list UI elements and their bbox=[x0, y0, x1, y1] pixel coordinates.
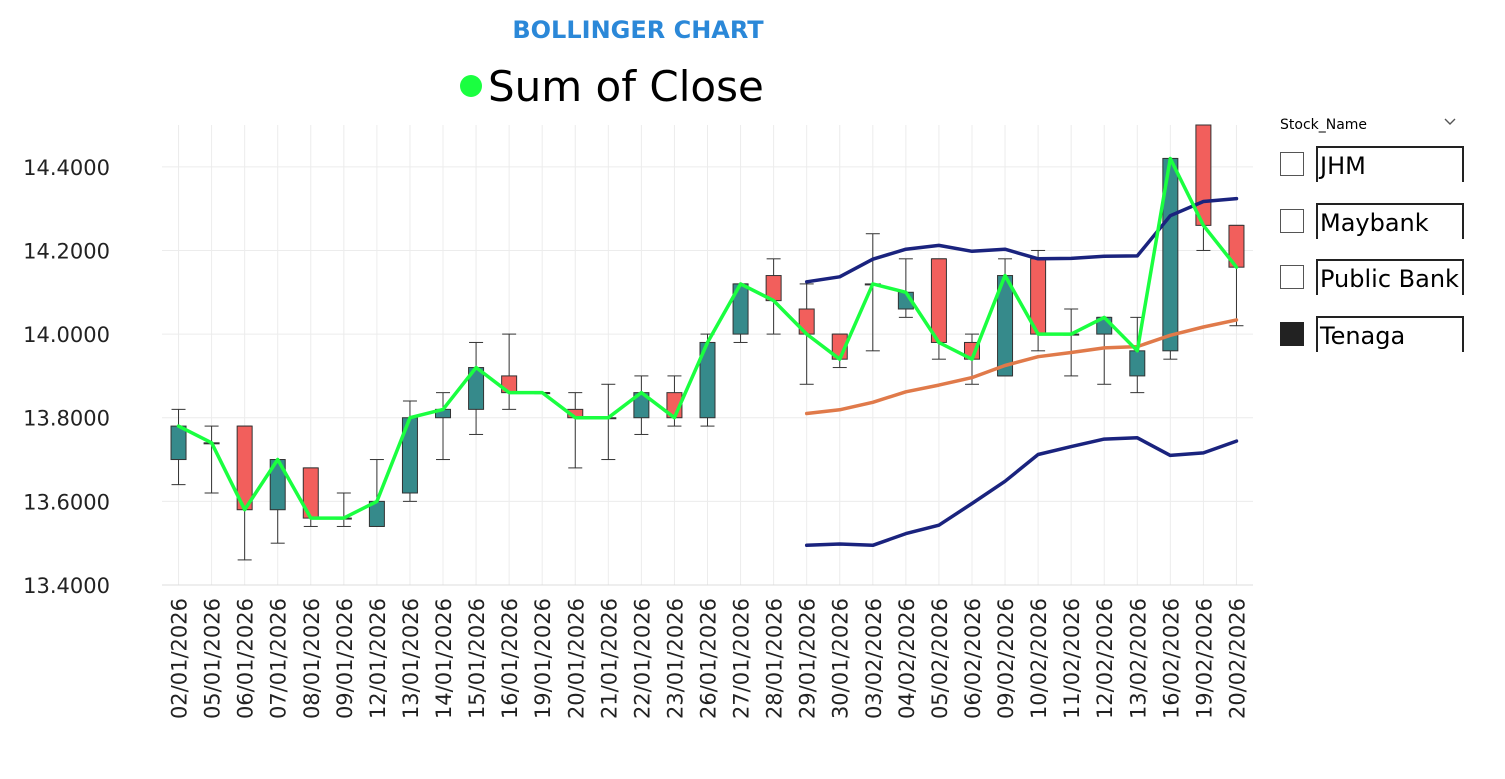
x-tick-label: 28/01/2026 bbox=[763, 598, 787, 719]
upper-band-line bbox=[804, 196, 1239, 284]
candle bbox=[435, 392, 452, 461]
x-tick-label: 27/01/2026 bbox=[730, 598, 754, 719]
slicer-item-public-bank[interactable]: Public Bank bbox=[1274, 249, 1474, 306]
candle bbox=[401, 400, 418, 502]
x-tick-label: 13/02/2026 bbox=[1126, 598, 1150, 719]
x-tick-label: 19/01/2026 bbox=[531, 598, 555, 719]
legend-marker bbox=[460, 75, 482, 97]
slicer-item-label: Maybank bbox=[1316, 202, 1464, 239]
x-tick-label: 20/01/2026 bbox=[564, 598, 588, 719]
y-axis: 13.4000 13.6000 13.8000 14.0000 14.2000 14.40… bbox=[23, 156, 110, 598]
slicer-item-jhm[interactable]: JHM bbox=[1274, 136, 1474, 193]
candle bbox=[930, 258, 947, 360]
candle bbox=[203, 425, 220, 494]
bollinger-chart: 13.4000 13.6000 13.8000 14.0000 14.2000 14.40… bbox=[23, 124, 1253, 719]
y-tick-label: 13.4000 bbox=[23, 574, 110, 598]
candle bbox=[897, 258, 914, 318]
x-tick-label: 21/01/2026 bbox=[597, 598, 621, 719]
candle bbox=[368, 459, 385, 527]
x-tick-label: 04/02/2026 bbox=[895, 598, 919, 719]
legend-label: Sum of Close bbox=[488, 61, 764, 111]
close-line bbox=[176, 156, 1239, 520]
candle bbox=[170, 408, 187, 486]
candle-body-down bbox=[930, 258, 947, 343]
slicer-item-maybank[interactable]: Maybank bbox=[1274, 193, 1474, 250]
stock-name-slicer: Stock_Name JHM Maybank Public Bank Tenag… bbox=[1274, 108, 1474, 362]
slicer-header[interactable]: Stock_Name bbox=[1274, 108, 1474, 136]
slicer-item-label: Public Bank bbox=[1316, 259, 1464, 296]
checkbox[interactable] bbox=[1280, 152, 1304, 176]
candle bbox=[1063, 308, 1080, 377]
x-tick-label: 30/01/2026 bbox=[829, 598, 853, 719]
checkbox[interactable] bbox=[1280, 321, 1304, 346]
x-tick-label: 08/01/2026 bbox=[300, 598, 324, 719]
candle bbox=[501, 333, 518, 410]
x-tick-label: 14/01/2026 bbox=[432, 598, 456, 719]
candle-body-up bbox=[170, 425, 187, 461]
x-tick-label: 23/01/2026 bbox=[663, 598, 687, 719]
x-tick-label: 07/01/2026 bbox=[267, 598, 291, 719]
candle bbox=[335, 492, 352, 527]
x-tick-label: 02/01/2026 bbox=[168, 598, 192, 719]
candle bbox=[600, 383, 617, 461]
candlesticks bbox=[170, 124, 1245, 561]
x-tick-label: 19/02/2026 bbox=[1192, 598, 1216, 719]
x-tick-label: 13/01/2026 bbox=[399, 598, 423, 719]
x-tick-label: 09/01/2026 bbox=[333, 598, 357, 719]
x-tick-label: 29/01/2026 bbox=[796, 598, 820, 719]
candle bbox=[567, 392, 584, 469]
slicer-title: Stock_Name bbox=[1280, 117, 1368, 133]
x-tick-label: 16/02/2026 bbox=[1159, 598, 1183, 719]
close-series bbox=[176, 156, 1239, 520]
x-tick-label: 15/01/2026 bbox=[465, 598, 489, 719]
x-axis: 02/01/2026 05/01/2026 06/01/2026 07/01/2026… bbox=[168, 598, 1250, 719]
y-tick-label: 14.4000 bbox=[23, 156, 110, 180]
chart-legend[interactable]: Sum of Close bbox=[460, 60, 764, 112]
candle bbox=[1096, 316, 1113, 385]
x-tick-label: 22/01/2026 bbox=[630, 598, 654, 719]
chart-title: BOLLINGER CHART bbox=[512, 16, 764, 44]
y-tick-label: 13.8000 bbox=[23, 407, 110, 431]
candle-body-up bbox=[1129, 350, 1146, 377]
x-tick-label: 16/01/2026 bbox=[498, 598, 522, 719]
slicer-item-label: JHM bbox=[1316, 146, 1464, 182]
x-tick-label: 26/01/2026 bbox=[697, 598, 721, 719]
x-tick-label: 12/01/2026 bbox=[366, 598, 390, 719]
x-tick-label: 05/02/2026 bbox=[928, 598, 952, 719]
slicer-item-tenaga[interactable]: Tenaga bbox=[1274, 306, 1474, 363]
x-tick-label: 06/01/2026 bbox=[234, 598, 258, 719]
bollinger-bands bbox=[804, 196, 1239, 548]
lower-band-line bbox=[804, 436, 1239, 548]
x-tick-label: 09/02/2026 bbox=[994, 598, 1018, 719]
x-tick-label: 05/01/2026 bbox=[201, 598, 225, 719]
x-tick-label: 10/02/2026 bbox=[1027, 598, 1051, 719]
candle bbox=[1228, 224, 1245, 327]
candle bbox=[468, 341, 485, 435]
y-tick-label: 14.0000 bbox=[23, 323, 110, 347]
candle bbox=[699, 333, 716, 427]
candle-body-down bbox=[1195, 124, 1212, 226]
checkbox[interactable] bbox=[1280, 265, 1304, 290]
x-tick-label: 11/02/2026 bbox=[1060, 598, 1084, 719]
chevron-down-icon[interactable] bbox=[1442, 114, 1458, 130]
x-tick-label: 20/02/2026 bbox=[1225, 598, 1249, 719]
x-tick-label: 06/02/2026 bbox=[961, 598, 985, 719]
middle-band-line bbox=[804, 318, 1239, 416]
x-tick-label: 12/02/2026 bbox=[1093, 598, 1117, 719]
candle bbox=[236, 425, 253, 561]
x-tick-label: 03/02/2026 bbox=[862, 598, 886, 719]
slicer-item-label: Tenaga bbox=[1316, 315, 1464, 352]
candle bbox=[269, 459, 286, 544]
candle bbox=[633, 375, 650, 435]
y-tick-label: 13.6000 bbox=[23, 490, 110, 514]
y-tick-label: 14.2000 bbox=[23, 239, 110, 263]
checkbox[interactable] bbox=[1280, 208, 1304, 233]
